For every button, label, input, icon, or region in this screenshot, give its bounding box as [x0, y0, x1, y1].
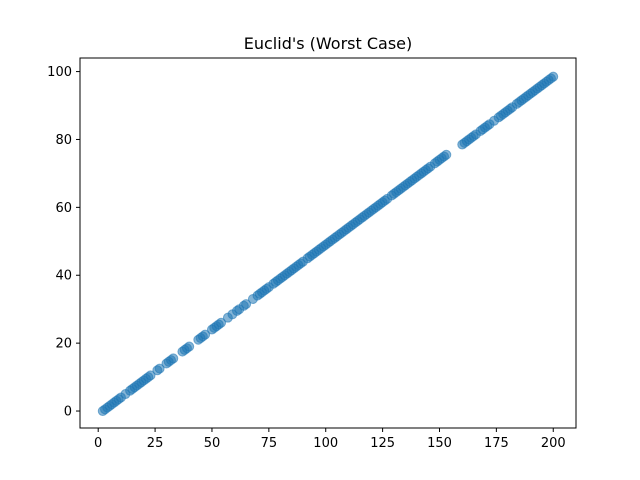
data-point — [216, 317, 227, 328]
x-tick-label: 150 — [427, 436, 452, 451]
y-tick-label: 80 — [55, 133, 72, 148]
data-point — [184, 341, 195, 352]
data-point — [145, 370, 156, 381]
data-point — [241, 299, 252, 310]
data-point — [168, 353, 179, 364]
data-point — [548, 71, 559, 82]
y-tick-label: 40 — [55, 269, 72, 284]
x-tick-label: 100 — [313, 436, 338, 451]
y-tick-label: 100 — [47, 65, 72, 80]
y-tick-label: 0 — [64, 405, 72, 420]
chart-title: Euclid's (Worst Case) — [244, 34, 413, 53]
y-tick-label: 60 — [55, 201, 72, 216]
x-axis-ticks: 0 25 50 75 100 125 150 175 200 — [94, 428, 566, 451]
y-axis-ticks: 0 20 40 60 80 100 — [47, 65, 80, 420]
data-point — [441, 149, 452, 160]
plot-frame — [79, 57, 577, 429]
data-points — [97, 71, 559, 417]
x-tick-label: 75 — [261, 436, 278, 451]
y-tick-label: 20 — [55, 337, 72, 352]
x-tick-label: 0 — [94, 436, 102, 451]
x-tick-label: 200 — [541, 436, 566, 451]
x-tick-label: 25 — [147, 436, 164, 451]
x-tick-label: 50 — [204, 436, 221, 451]
x-tick-label: 125 — [370, 436, 395, 451]
data-point — [200, 329, 211, 340]
x-tick-label: 175 — [484, 436, 509, 451]
data-point — [154, 363, 165, 374]
